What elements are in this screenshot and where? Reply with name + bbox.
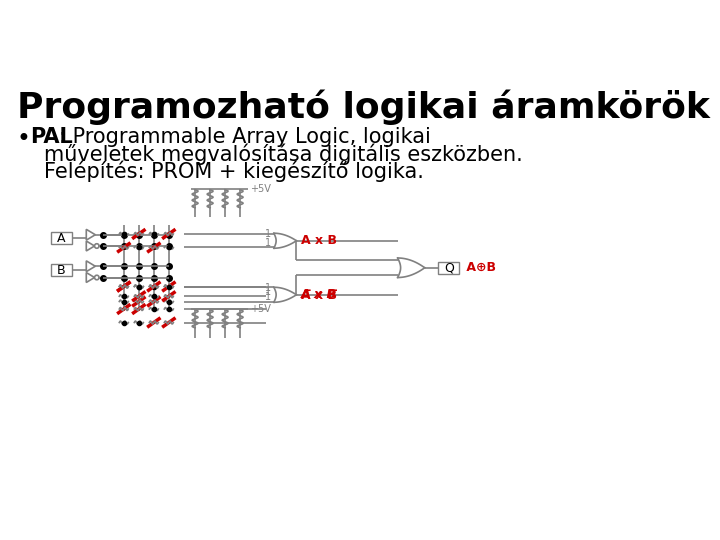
Text: műveletek megvalósítása digitális eszközben.: műveletek megvalósítása digitális eszköz… [43,144,522,165]
Text: 1: 1 [265,287,271,297]
Text: A⊕B: A⊕B [462,261,496,274]
Text: A x B: A x B [301,288,337,301]
Text: A: A [58,232,66,245]
Text: B: B [57,264,66,276]
Text: Programozható logikai áramkörök I: Programozható logikai áramkörök I [17,90,720,125]
Text: +5V: +5V [250,184,271,194]
Bar [438,262,459,274]
Text: 1: 1 [265,283,271,293]
Text: PAL: PAL [30,127,73,147]
Text: : Programmable Array Logic, logikai: : Programmable Array Logic, logikai [58,127,431,147]
Text: A̅ x B̅: A̅ x B̅ [301,289,337,302]
Bar [51,233,72,245]
Text: 1: 1 [265,238,271,248]
Text: Felépítés: PROM + kiegészítő logika.: Felépítés: PROM + kiegészítő logika. [43,160,423,182]
Text: A x B: A x B [301,234,337,247]
Bar [51,264,72,276]
Text: Q: Q [444,261,454,274]
Text: 1: 1 [265,229,271,239]
Text: +5V: +5V [250,304,271,314]
Text: •: • [17,127,30,151]
Text: 1: 1 [265,292,271,302]
